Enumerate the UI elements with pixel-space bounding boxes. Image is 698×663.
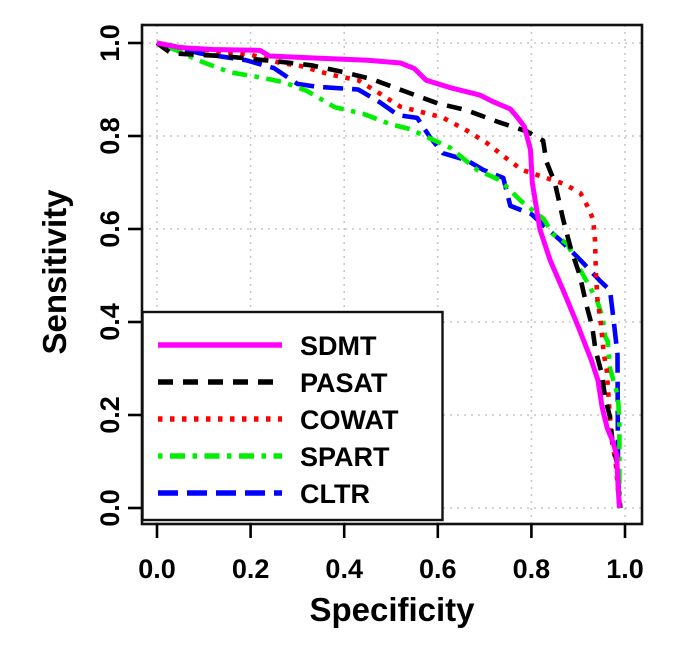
legend-label-cowat: COWAT bbox=[300, 405, 399, 435]
x-tick-label: 1.0 bbox=[606, 554, 644, 584]
y-axis-label: Sensitivity bbox=[36, 189, 73, 355]
curve-cltr bbox=[156, 40, 622, 509]
y-tick-label: 0.2 bbox=[95, 396, 125, 434]
legend-item-pasat: PASAT bbox=[158, 368, 388, 398]
x-tick-label: 0.0 bbox=[138, 554, 176, 584]
x-tick-label: 0.2 bbox=[232, 554, 270, 584]
roc-curves bbox=[155, 40, 623, 509]
curve-spart bbox=[156, 40, 623, 509]
legend-item-cltr: CLTR bbox=[158, 479, 370, 509]
y-tick-label: 0.4 bbox=[95, 303, 125, 341]
legend-item-spart: SPART bbox=[158, 442, 390, 472]
x-tick-label: 0.8 bbox=[513, 554, 551, 584]
x-tick-labels: 0.0 0.2 0.4 0.6 0.8 1.0 bbox=[138, 554, 644, 584]
x-tick-label: 0.6 bbox=[419, 554, 457, 584]
legend-box: SDMT PASAT COWAT SPART CLTR bbox=[141, 310, 444, 522]
y-tick-label: 0.8 bbox=[95, 117, 125, 155]
legend-item-sdmt: SDMT bbox=[158, 331, 377, 361]
legend-item-cowat: COWAT bbox=[158, 405, 399, 435]
x-tick-label: 0.4 bbox=[325, 554, 363, 584]
y-tick-label: 0.0 bbox=[95, 489, 125, 527]
x-axis-label: Specificity bbox=[309, 591, 475, 628]
y-tick-label: 1.0 bbox=[95, 24, 125, 62]
y-tick-labels: 0.0 0.2 0.4 0.6 0.8 1.0 bbox=[95, 24, 125, 527]
curve-cowat bbox=[156, 40, 623, 509]
legend-label-sdmt: SDMT bbox=[300, 331, 377, 361]
axis-ticks bbox=[128, 41, 627, 538]
plot-border bbox=[140, 23, 644, 526]
legend-label-spart: SPART bbox=[300, 442, 390, 472]
curve-sdmt bbox=[156, 40, 622, 509]
legend-label-cltr: CLTR bbox=[300, 479, 370, 509]
curve-pasat bbox=[155, 41, 623, 509]
y-tick-label: 0.6 bbox=[95, 210, 125, 248]
legend-label-pasat: PASAT bbox=[300, 368, 388, 398]
